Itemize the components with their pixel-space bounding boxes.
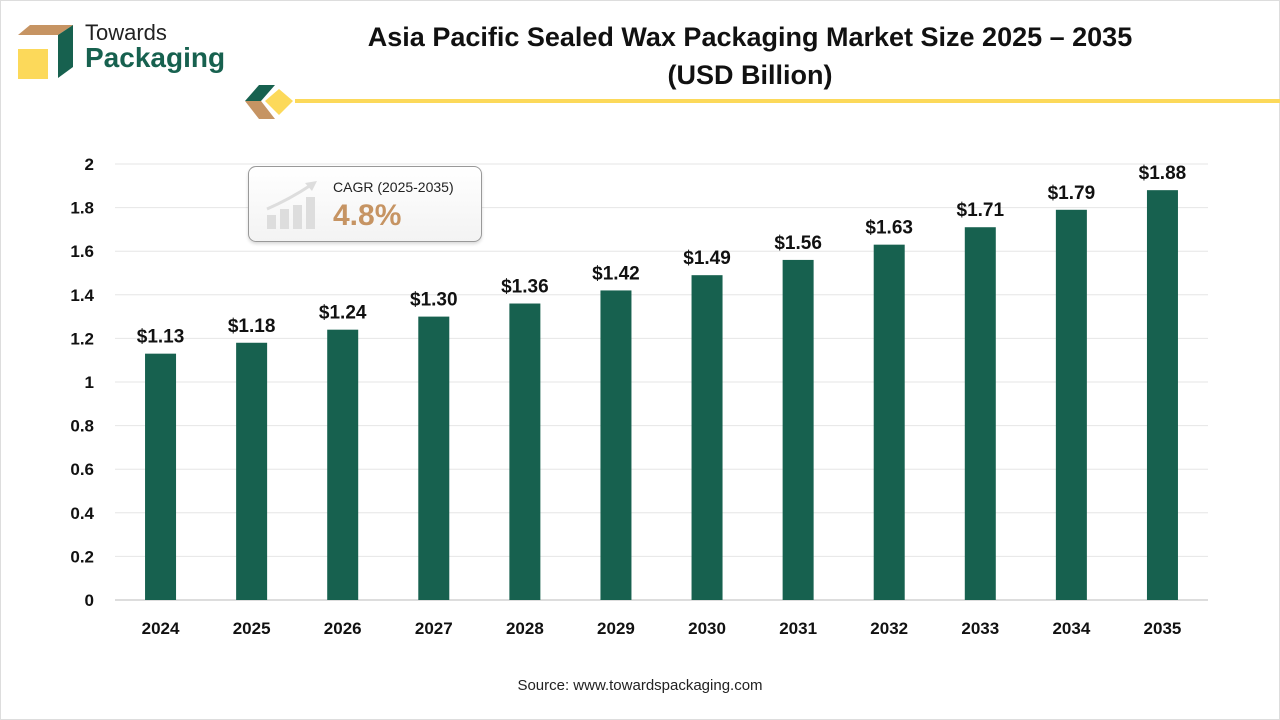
cagr-box: CAGR (2025-2035) 4.8% xyxy=(248,166,482,242)
y-tick-label: 0.8 xyxy=(70,417,94,436)
bar xyxy=(145,353,177,600)
bar xyxy=(691,275,723,600)
y-tick-label: 1.2 xyxy=(70,329,94,348)
data-label: $1.13 xyxy=(137,327,185,348)
y-tick-label: 2 xyxy=(85,155,94,174)
y-tick-label: 1.8 xyxy=(70,199,94,218)
data-label: $1.71 xyxy=(957,200,1005,221)
data-label: $1.49 xyxy=(683,248,731,269)
brand-name-bold: Packaging xyxy=(85,42,226,73)
brand-name: Towards xyxy=(85,20,167,45)
x-tick-label: 2033 xyxy=(961,619,999,638)
y-tick-label: 0.4 xyxy=(70,504,94,523)
bar xyxy=(782,259,814,600)
growth-chart-icon xyxy=(266,181,317,229)
data-label: $1.36 xyxy=(501,277,549,298)
bar xyxy=(873,244,905,600)
y-tick-label: 1.4 xyxy=(70,286,94,305)
bar xyxy=(964,227,996,600)
x-tick-label: 2032 xyxy=(870,619,908,638)
y-tick-label: 0 xyxy=(85,591,94,610)
y-tick-label: 0.2 xyxy=(70,547,94,566)
y-tick-label: 1.6 xyxy=(70,242,94,261)
title-line-2: (USD Billion) xyxy=(667,60,833,90)
x-tick-label: 2030 xyxy=(688,619,726,638)
data-label: $1.24 xyxy=(319,303,367,324)
data-label: $1.79 xyxy=(1048,183,1096,204)
data-label: $1.56 xyxy=(774,233,822,254)
y-tick-label: 1 xyxy=(85,373,94,392)
bar xyxy=(1146,190,1178,600)
cagr-label: CAGR (2025-2035) xyxy=(333,179,454,195)
x-tick-label: 2029 xyxy=(597,619,635,638)
x-tick-label: 2024 xyxy=(142,619,180,638)
bar xyxy=(509,303,541,600)
bar xyxy=(1055,209,1087,600)
bar xyxy=(236,342,268,600)
divider-ornament-icon xyxy=(245,85,293,119)
title-rule xyxy=(295,99,1280,103)
logo-icon xyxy=(18,25,73,79)
x-tick-label: 2025 xyxy=(233,619,271,638)
x-tick-label: 2034 xyxy=(1052,619,1090,638)
data-label: $1.30 xyxy=(410,290,458,311)
bar xyxy=(418,316,450,600)
x-tick-label: 2026 xyxy=(324,619,362,638)
data-label: $1.88 xyxy=(1139,163,1187,184)
bar xyxy=(600,290,632,600)
data-label: $1.63 xyxy=(865,218,913,239)
x-tick-label: 2028 xyxy=(506,619,544,638)
chart-title: Asia Pacific Sealed Wax Packaging Market… xyxy=(300,18,1200,94)
data-label: $1.18 xyxy=(228,316,276,337)
x-tick-label: 2031 xyxy=(779,619,817,638)
y-tick-label: 0.6 xyxy=(70,460,94,479)
cagr-value: 4.8% xyxy=(333,199,402,232)
bar xyxy=(327,329,359,600)
title-line-1: Asia Pacific Sealed Wax Packaging Market… xyxy=(367,22,1133,52)
x-tick-label: 2035 xyxy=(1144,619,1182,638)
data-label: $1.42 xyxy=(592,263,640,284)
source-note: Source: www.towardspackaging.com xyxy=(517,677,763,694)
x-tick-label: 2027 xyxy=(415,619,453,638)
